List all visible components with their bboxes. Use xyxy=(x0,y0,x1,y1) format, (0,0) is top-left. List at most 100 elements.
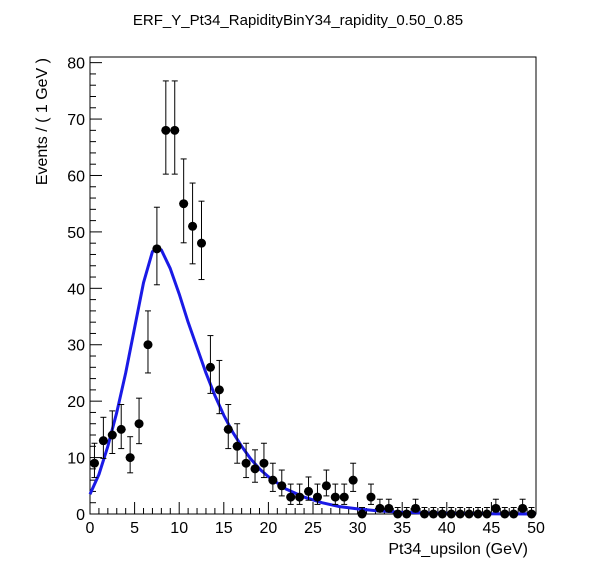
y-tick-label: 0 xyxy=(76,507,85,524)
data-marker xyxy=(366,492,376,502)
data-point xyxy=(89,442,99,479)
data-marker xyxy=(241,458,251,468)
data-marker xyxy=(223,424,233,434)
data-point xyxy=(116,404,126,450)
data-marker xyxy=(393,509,403,519)
data-point xyxy=(312,483,322,505)
data-points xyxy=(89,80,537,519)
data-marker xyxy=(143,340,153,350)
data-point xyxy=(375,498,385,513)
y-tick-label: 10 xyxy=(67,451,85,468)
data-point xyxy=(268,462,278,492)
x-tick-label: 45 xyxy=(483,520,501,537)
data-point xyxy=(286,483,296,505)
data-marker xyxy=(107,430,117,440)
data-point xyxy=(223,404,233,450)
data-point xyxy=(366,483,376,505)
data-marker xyxy=(116,424,126,434)
x-tick-label: 0 xyxy=(86,520,95,537)
data-point xyxy=(295,483,305,505)
data-marker xyxy=(455,509,465,519)
data-point xyxy=(393,507,403,519)
data-point xyxy=(304,476,314,501)
y-tick-label: 40 xyxy=(67,281,85,298)
data-marker xyxy=(268,475,278,485)
y-tick-label: 80 xyxy=(67,56,85,73)
data-marker xyxy=(509,509,519,519)
data-point xyxy=(446,507,456,519)
y-tick-label: 70 xyxy=(67,112,85,129)
data-point xyxy=(437,507,447,519)
data-marker xyxy=(295,492,305,502)
data-marker xyxy=(491,503,501,513)
x-tick-label: 20 xyxy=(260,520,278,537)
x-tick-label: 40 xyxy=(438,520,456,537)
data-marker xyxy=(339,492,349,502)
data-marker xyxy=(437,509,447,519)
data-point xyxy=(527,507,537,519)
data-marker xyxy=(482,509,492,519)
data-point xyxy=(321,469,331,497)
data-marker xyxy=(214,385,224,395)
data-marker xyxy=(89,458,99,468)
data-marker xyxy=(384,503,394,513)
data-point xyxy=(232,423,242,464)
data-point xyxy=(509,507,519,519)
data-point xyxy=(98,416,108,459)
data-marker xyxy=(446,509,456,519)
data-marker xyxy=(259,458,269,468)
data-marker xyxy=(473,509,483,519)
x-tick-label: 25 xyxy=(304,520,322,537)
data-marker xyxy=(188,221,198,231)
data-marker xyxy=(197,238,206,248)
y-axis-label: Events / ( 1 GeV ) xyxy=(34,58,51,185)
data-point xyxy=(411,498,421,513)
data-marker xyxy=(205,362,215,372)
data-marker xyxy=(348,475,358,485)
x-tick-label: 30 xyxy=(349,520,367,537)
data-point xyxy=(259,442,269,479)
x-tick-label: 5 xyxy=(130,520,139,537)
data-marker xyxy=(527,509,537,519)
y-tick-label: 30 xyxy=(67,338,85,355)
data-point xyxy=(241,442,251,479)
data-marker xyxy=(321,481,331,491)
data-point xyxy=(197,200,206,281)
data-marker xyxy=(464,509,474,519)
axes: 0 5 10 15 20 25 30 35 40 45 50 0 10 20 30 40 50 60 70 80 xyxy=(67,56,545,537)
fit-layer xyxy=(88,246,537,516)
data-marker xyxy=(420,509,429,519)
data-point xyxy=(134,397,144,445)
data-point xyxy=(125,436,135,474)
data-point xyxy=(518,498,528,513)
y-tick-label: 20 xyxy=(67,394,85,411)
data-marker xyxy=(500,509,510,519)
data-marker xyxy=(179,199,189,209)
chart-title: ERF_Y_Pt34_RapidityBinY34_rapidity_0.50_… xyxy=(133,12,463,29)
data-marker xyxy=(330,492,340,502)
y-tick-label: 60 xyxy=(67,168,85,185)
data-point xyxy=(348,462,358,492)
data-marker xyxy=(357,509,367,519)
x-tick-label: 35 xyxy=(393,520,411,537)
data-point xyxy=(330,483,340,505)
data-point xyxy=(491,498,501,513)
data-point xyxy=(420,507,429,519)
data-point xyxy=(179,158,189,244)
data-point xyxy=(384,498,394,513)
data-marker xyxy=(161,125,171,135)
data-marker xyxy=(98,436,108,446)
data-marker xyxy=(304,486,314,496)
plot-frame xyxy=(89,56,537,515)
data-point xyxy=(152,206,162,286)
data-point xyxy=(428,507,438,519)
data-point xyxy=(357,507,367,519)
data-point xyxy=(161,80,171,175)
data-marker xyxy=(286,492,296,502)
data-point xyxy=(277,469,287,497)
data-marker xyxy=(232,441,242,451)
data-marker xyxy=(428,509,438,519)
data-marker xyxy=(518,503,528,513)
data-point xyxy=(473,507,483,519)
data-marker xyxy=(411,503,421,513)
